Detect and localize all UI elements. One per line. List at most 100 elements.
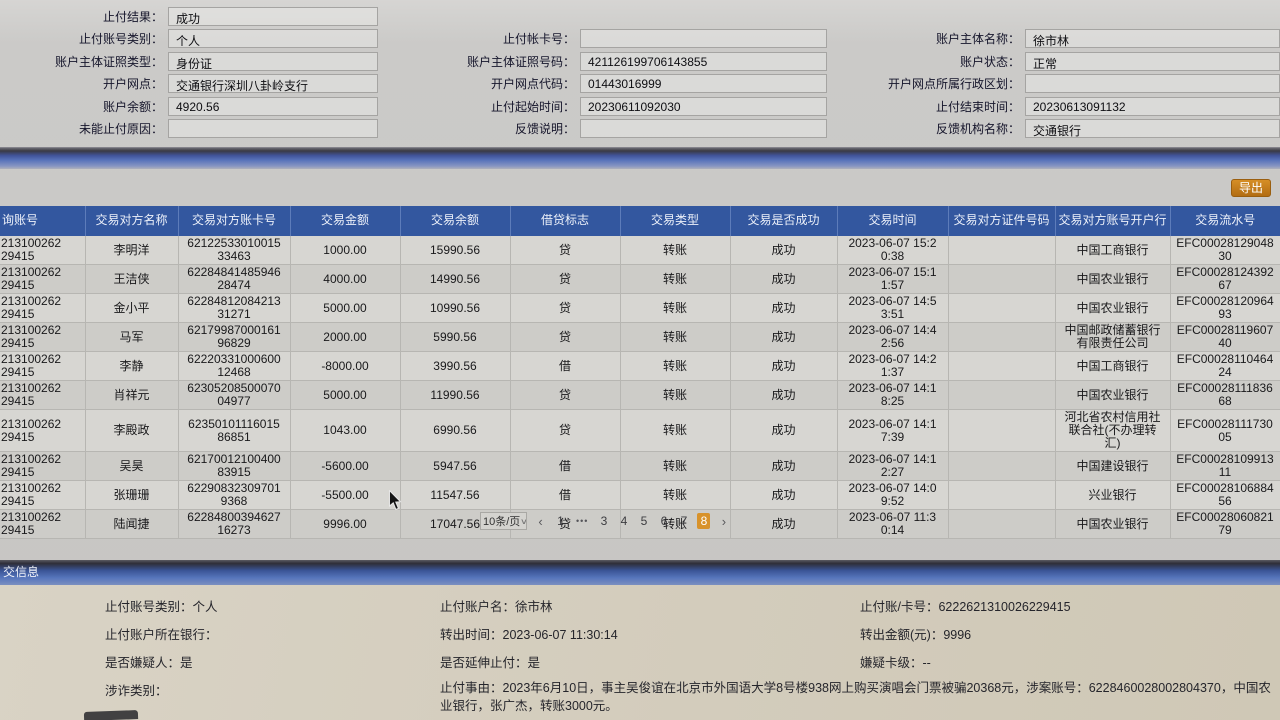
table-row[interactable]: 213100262 29415 李殿政 62350101116015 86851 10… — [0, 409, 1280, 452]
table-cell: 转账 — [619, 451, 731, 481]
page-button-3[interactable]: 3 — [600, 514, 608, 528]
table-cell: 转账 — [619, 380, 731, 410]
field-value: 4920.56 — [168, 96, 378, 116]
column-header: 交易对方证件号码 — [947, 206, 1055, 236]
field-value: 个人 — [168, 29, 378, 49]
table-cell: 15990.56 — [399, 236, 511, 265]
stop-payment-result-form: 止付结果： 成功 止付账号类别： 个人 止付帐卡号： 账户主体名称： 徐市林 账户主体证照类型… — [0, 5, 1280, 140]
table-header-row: 询账号 交易对方名称 交易对方账卡号 交易金额 交易余额 借贷标志 交易类型 交易是否成功 交易… — [0, 206, 1280, 236]
field-label: 账户状态： — [959, 54, 1020, 69]
column-header: 询账号 — [0, 206, 85, 236]
table-cell: EFC00028060821 79 — [1169, 509, 1280, 539]
table-row[interactable]: 213100262 29415 陆闻捷 62284800394627 16273 99… — [0, 509, 1280, 539]
transactions-section: 导出 询账号 交易对方名称 交易对方账卡号 交易金额 交易余额 借贷标志 交易类型 交易是否成… — [0, 170, 1280, 560]
table-cell: 2000.00 — [289, 322, 401, 352]
table-cell: 成功 — [729, 351, 838, 381]
table-cell: 2023-06-07 14:1 7:39 — [836, 409, 949, 452]
page-button-8[interactable]: 8 — [697, 513, 711, 529]
table-cell: 10990.56 — [399, 293, 511, 323]
info-field: 止付账户所在银行： — [105, 628, 218, 642]
table-row[interactable]: 213100262 29415 李明洋 62122533010015 33463 10… — [0, 236, 1280, 265]
page-button-1[interactable]: 1 — [557, 514, 564, 528]
table-cell: 62122533010015 33463 — [177, 236, 291, 265]
table-cell: 9996.00 — [289, 509, 401, 539]
table-row[interactable]: 213100262 29415 王洁侠 62284841485946 28474 40… — [0, 264, 1280, 294]
page-button-5[interactable]: 5 — [640, 514, 648, 528]
table-cell: 2023-06-07 14:1 2:27 — [836, 451, 949, 481]
field-label: 开户网点： — [102, 77, 163, 92]
pagination-prev[interactable]: ‹ — [538, 513, 543, 529]
info-field: 转出金额(元)：9996 — [860, 628, 972, 642]
table-cell: 2023-06-07 11:3 0:14 — [836, 509, 949, 539]
table-cell: 213100262 29415 — [0, 264, 86, 294]
cutoff-element — [83, 710, 139, 720]
form-row: 止付账号类别： 个人 止付帐卡号： 账户主体名称： 徐市林 — [0, 28, 1280, 51]
field-label: 止付结束时间： — [935, 99, 1020, 114]
info-field: 是否嫌疑人：是 — [105, 656, 193, 670]
table-cell: 吴昊 — [84, 451, 179, 481]
column-header: 交易对方账卡号 — [177, 206, 290, 236]
section-divider-band — [0, 147, 1280, 169]
page-size-select[interactable]: 10条/页 ∨ — [480, 512, 527, 530]
pagination-next[interactable]: › — [721, 513, 727, 529]
table-row[interactable]: 213100262 29415 张珊珊 62290832309701 9368 -55… — [0, 480, 1280, 510]
field-label: 账户余额： — [102, 99, 163, 114]
table-cell: 213100262 29415 — [0, 322, 86, 352]
column-header: 交易金额 — [289, 206, 400, 236]
table-row[interactable]: 213100262 29415 肖祥元 62305208500070 04977 50… — [0, 380, 1280, 410]
table-cell: 肖祥元 — [84, 380, 179, 410]
table-cell: 成功 — [729, 509, 838, 539]
table-cell: 213100262 29415 — [0, 293, 86, 323]
table-cell: 中国建设银行 — [1054, 451, 1171, 481]
field-label: 止付起始时间： — [490, 99, 575, 114]
table-row[interactable]: 213100262 29415 马军 62179987000161 96829 200… — [0, 322, 1280, 352]
table-row[interactable]: 213100262 29415 金小平 62284812084213 31271 50… — [0, 293, 1280, 323]
table-cell: 213100262 29415 — [0, 451, 86, 481]
table-cell: 转账 — [619, 509, 731, 539]
export-button[interactable]: 导出 — [1231, 179, 1271, 197]
table-cell: 3990.56 — [399, 351, 511, 381]
table-cell: EFC00028111730 05 — [1169, 409, 1280, 452]
table-cell: 贷 — [509, 509, 621, 539]
table-cell: 62284812084213 31271 — [177, 293, 291, 323]
table-cell: 5000.00 — [289, 380, 401, 410]
field-value: 交通银行 — [1025, 119, 1280, 139]
table-cell: 李殿政 — [84, 409, 179, 452]
pagination-ellipsis: ••• — [576, 516, 589, 526]
form-row: 账户余额： 4920.56 止付起始时间： 20230611092030 止付结束时间：… — [0, 95, 1280, 118]
field-label: 止付结果： — [102, 9, 163, 24]
page-button-4[interactable]: 4 — [620, 514, 628, 528]
table-cell: 借 — [509, 451, 621, 481]
transactions-table: 询账号 交易对方名称 交易对方账卡号 交易金额 交易余额 借贷标志 交易类型 交易是否成功 交易… — [0, 206, 1280, 539]
table-cell — [947, 236, 1056, 265]
field-label: 开户网点所属行政区划： — [887, 77, 1020, 92]
table-cell — [947, 322, 1056, 352]
table-cell: 成功 — [729, 236, 838, 265]
table-cell: EFC00028106884 56 — [1169, 480, 1280, 510]
field-label: 反馈机构名称： — [935, 122, 1020, 137]
info-field: 嫌疑卡级：-- — [860, 656, 931, 670]
info-field: 止付账号类别：个人 — [105, 600, 218, 614]
info-field: 转出时间：2023-06-07 11:30:14 — [440, 628, 618, 642]
table-cell: 成功 — [729, 380, 838, 410]
table-cell: 213100262 29415 — [0, 509, 86, 539]
table-cell: EFC00028124392 67 — [1169, 264, 1280, 294]
table-cell: 62290832309701 9368 — [177, 480, 291, 510]
page-button-6[interactable]: 6 — [660, 514, 668, 528]
table-cell: 陆闻捷 — [84, 509, 179, 539]
table-cell: 213100262 29415 — [0, 380, 86, 410]
field-value: 01443016999 — [580, 74, 827, 94]
table-row[interactable]: 213100262 29415 李静 62220331000600 12468 -80… — [0, 351, 1280, 381]
field-label: 止付账号类别： — [78, 32, 163, 47]
table-cell: 贷 — [509, 322, 621, 352]
field-label: 未能止付原因： — [78, 122, 163, 137]
table-cell — [947, 409, 1056, 452]
column-header: 交易对方账号开户行 — [1054, 206, 1170, 236]
table-cell: 转账 — [619, 236, 731, 265]
table-cell: 62284800394627 16273 — [177, 509, 291, 539]
page-button-7[interactable]: 7 — [680, 514, 688, 528]
table-row[interactable]: 213100262 29415 吴昊 62170012100400 83915 -56… — [0, 451, 1280, 481]
table-cell: 中国农业银行 — [1054, 293, 1171, 323]
table-cell — [947, 451, 1056, 481]
table-cell: 转账 — [619, 264, 731, 294]
